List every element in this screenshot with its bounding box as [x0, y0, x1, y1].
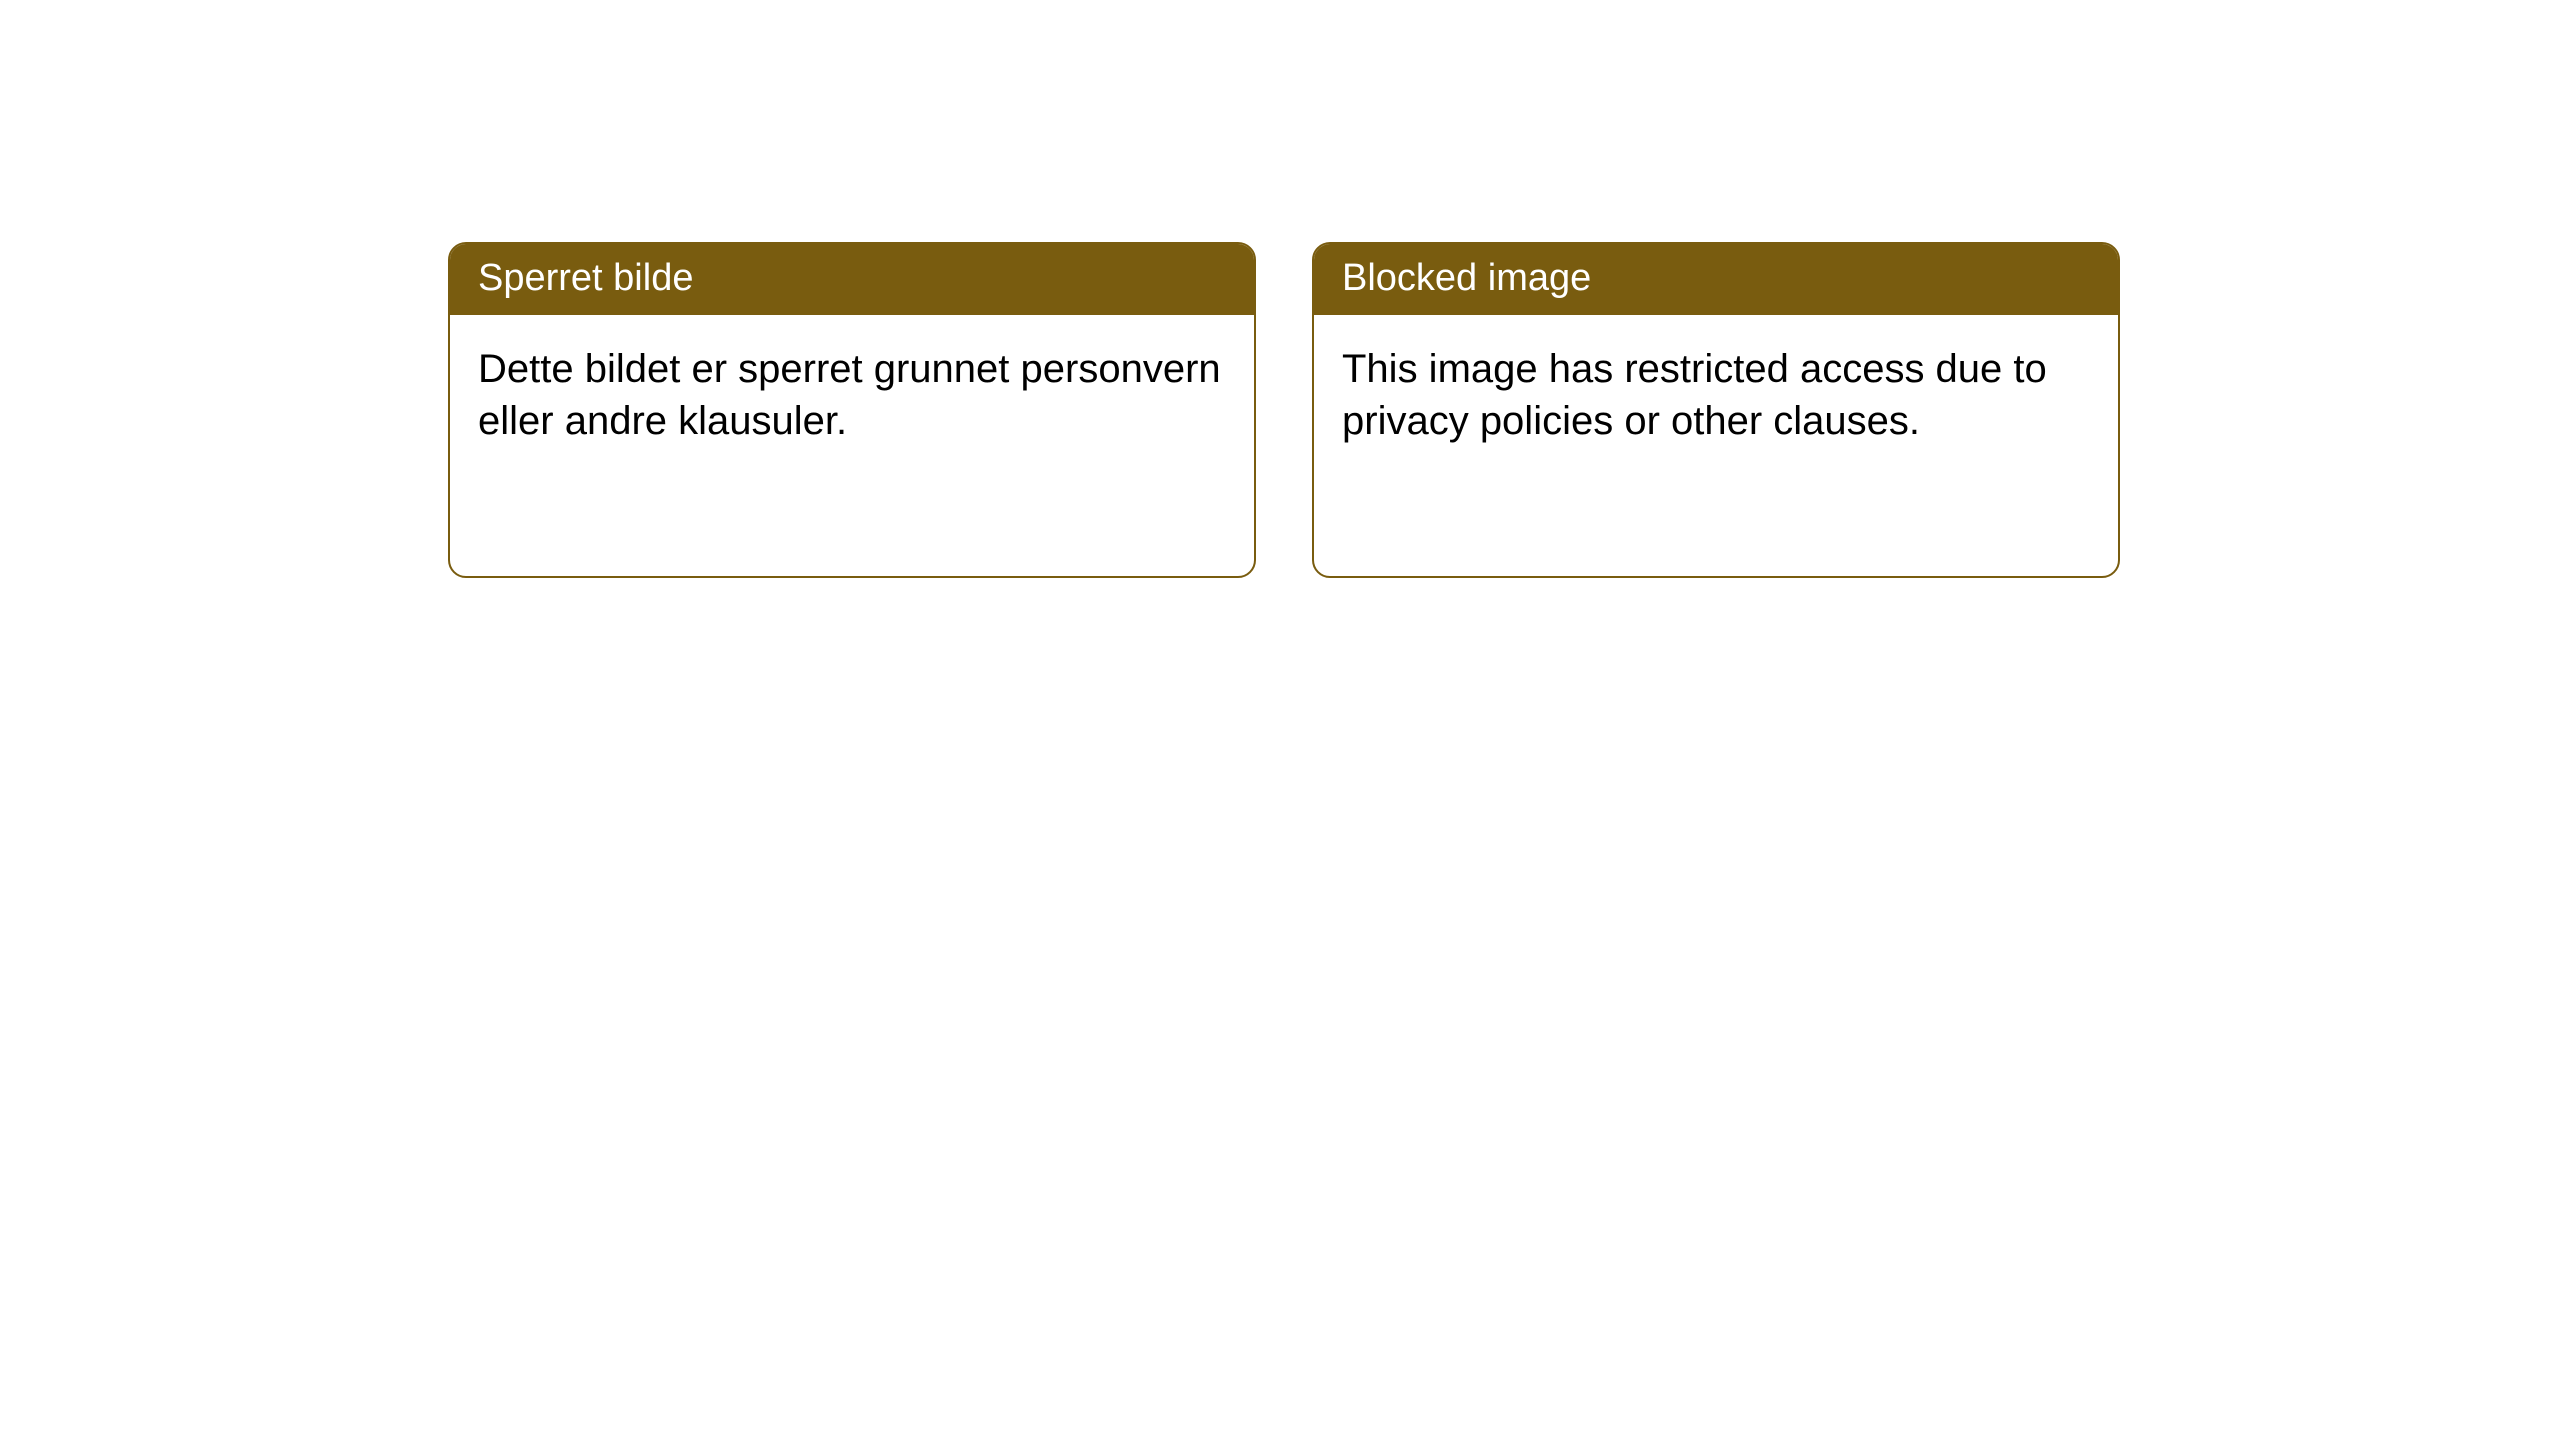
notice-card-norwegian: Sperret bilde Dette bildet er sperret gr… [448, 242, 1256, 578]
notice-body: This image has restricted access due to … [1314, 315, 2118, 475]
notice-container: Sperret bilde Dette bildet er sperret gr… [448, 242, 2120, 578]
notice-body: Dette bildet er sperret grunnet personve… [450, 315, 1254, 475]
notice-card-english: Blocked image This image has restricted … [1312, 242, 2120, 578]
notice-header: Blocked image [1314, 244, 2118, 315]
notice-header: Sperret bilde [450, 244, 1254, 315]
